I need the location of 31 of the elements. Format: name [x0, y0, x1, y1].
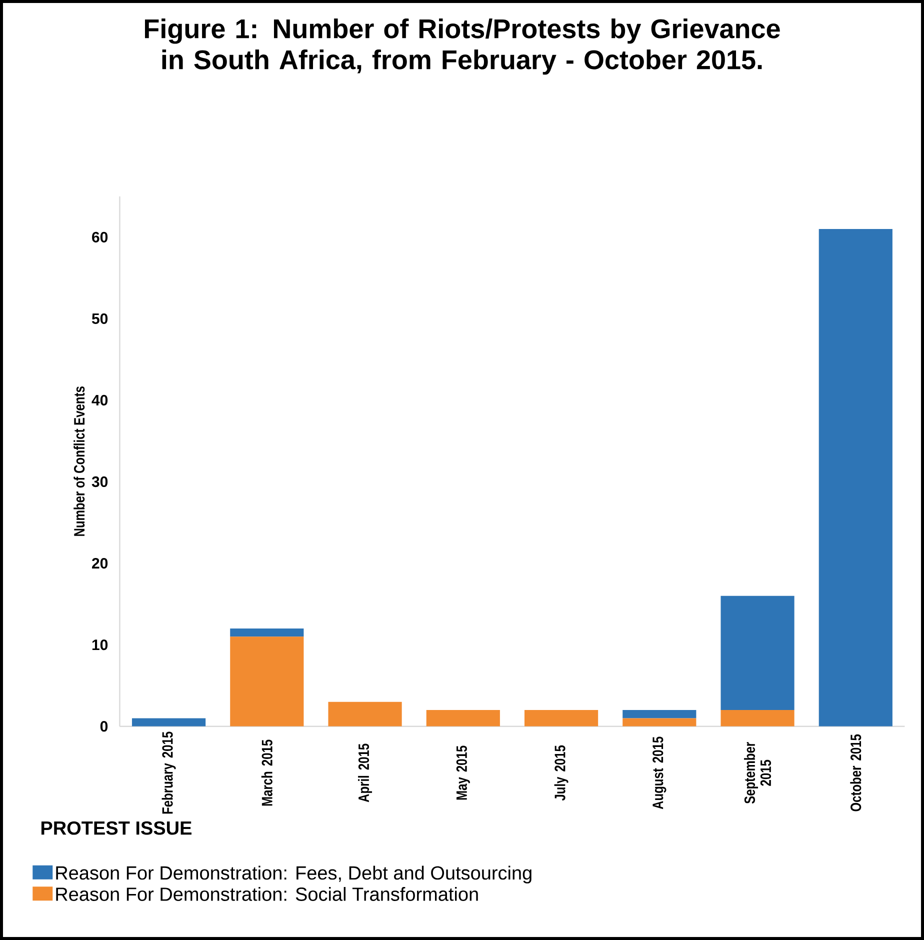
legend-label: Reason For Demonstration: Social Transformation — [56, 886, 478, 901]
y-tick-label: 50 — [92, 313, 108, 324]
y-tick-label: 0 — [100, 721, 108, 732]
x-tick-label: September 2015 — [744, 742, 772, 804]
bar — [230, 628, 304, 637]
x-tick-label: February 2015 — [162, 732, 176, 814]
x-tick-label: October 2015 — [850, 734, 862, 812]
legend-title: PROTEST ISSUE — [41, 821, 192, 835]
bar — [230, 636, 304, 726]
x-tick-label: May 2015 — [456, 746, 470, 800]
y-tick-label: 60 — [92, 232, 108, 242]
x-tick-label: April 2015 — [358, 744, 372, 802]
y-tick-label: 40 — [92, 394, 108, 406]
legend-label: Reason For Demonstration: Fees, Debt and Outsourcing — [56, 866, 532, 884]
bar — [524, 710, 598, 726]
x-tick-label: July 2015 — [554, 745, 568, 801]
y-tick-label: 10 — [92, 640, 108, 650]
bar — [622, 710, 696, 718]
x-tick-label: March 2015 — [261, 740, 272, 806]
y-tick-label: 30 — [92, 476, 108, 488]
y-tick-label: 20 — [92, 558, 108, 569]
bar — [818, 228, 892, 726]
x-tick-label: August 2015 — [652, 736, 666, 810]
bar — [328, 702, 402, 726]
bar — [132, 718, 206, 726]
y-axis-title: Number of Conflict Events — [74, 386, 85, 536]
chart-title: Figure 1: Number of Riots/Protests by Grievance in South Africa, from February - October 2015. — [144, 18, 780, 75]
bar — [426, 710, 500, 726]
bar — [720, 710, 794, 726]
bar — [622, 718, 696, 726]
bar — [720, 596, 794, 710]
